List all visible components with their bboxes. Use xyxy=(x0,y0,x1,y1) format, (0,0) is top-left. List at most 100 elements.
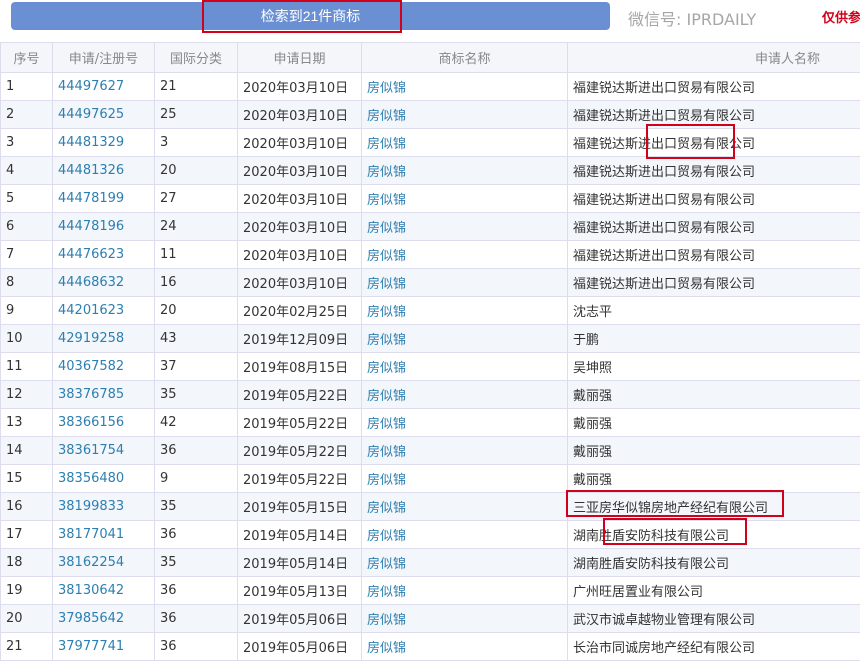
registration-number[interactable]: 40367582 xyxy=(53,353,155,381)
trademark-name[interactable]: 房似锦 xyxy=(362,409,568,437)
trademark-name[interactable]: 房似锦 xyxy=(362,269,568,297)
row-index: 5 xyxy=(1,185,53,213)
row-index: 16 xyxy=(1,493,53,521)
application-date: 2019年05月13日 xyxy=(238,577,362,605)
trademark-name[interactable]: 房似锦 xyxy=(362,577,568,605)
applicant-name: 福建锐达斯进出口贸易有限公司 xyxy=(568,101,860,129)
trademark-name[interactable]: 房似锦 xyxy=(362,633,568,661)
registration-number[interactable]: 38162254 xyxy=(53,549,155,577)
applicant-name: 福建锐达斯进出口贸易有限公司 xyxy=(568,157,860,185)
class: 42 xyxy=(155,409,238,437)
application-date: 2019年08月15日 xyxy=(238,353,362,381)
class: 20 xyxy=(155,157,238,185)
registration-number[interactable]: 38199833 xyxy=(53,493,155,521)
registration-number[interactable]: 38356480 xyxy=(53,465,155,493)
row-index: 2 xyxy=(1,101,53,129)
application-date: 2020年03月10日 xyxy=(238,101,362,129)
application-date: 2019年05月06日 xyxy=(238,633,362,661)
trademark-name[interactable]: 房似锦 xyxy=(362,437,568,465)
class: 9 xyxy=(155,465,238,493)
row-index: 19 xyxy=(1,577,53,605)
trademark-name[interactable]: 房似锦 xyxy=(362,297,568,325)
registration-number[interactable]: 44481329 xyxy=(53,129,155,157)
registration-number[interactable]: 44478196 xyxy=(53,213,155,241)
row-index: 18 xyxy=(1,549,53,577)
registration-number[interactable]: 44201623 xyxy=(53,297,155,325)
class: 36 xyxy=(155,437,238,465)
trademark-name[interactable]: 房似锦 xyxy=(362,185,568,213)
application-date: 2019年05月14日 xyxy=(238,521,362,549)
column-header: 申请日期 xyxy=(238,43,362,73)
class: 43 xyxy=(155,325,238,353)
registration-number[interactable]: 44476623 xyxy=(53,241,155,269)
applicant-name: 福建锐达斯进出口贸易有限公司 xyxy=(568,185,860,213)
registration-number[interactable]: 42919258 xyxy=(53,325,155,353)
applicant-name: 戴丽强 xyxy=(568,465,860,493)
row-index: 3 xyxy=(1,129,53,157)
trademark-name[interactable]: 房似锦 xyxy=(362,325,568,353)
column-header: 申请人名称 xyxy=(568,43,860,73)
applicant-name: 福建锐达斯进出口贸易有限公司 xyxy=(568,269,860,297)
row-index: 8 xyxy=(1,269,53,297)
applicant-name: 福建锐达斯进出口贸易有限公司 xyxy=(568,213,860,241)
search-result-button[interactable]: 检索到21件商标 xyxy=(11,2,610,30)
class: 36 xyxy=(155,577,238,605)
registration-number[interactable]: 44468632 xyxy=(53,269,155,297)
applicant-name: 福建锐达斯进出口贸易有限公司 xyxy=(568,241,860,269)
trademark-name[interactable]: 房似锦 xyxy=(362,157,568,185)
table-header: 序号申请/注册号国际分类申请日期商标名称申请人名称 xyxy=(1,43,860,73)
row-index: 7 xyxy=(1,241,53,269)
class: 35 xyxy=(155,549,238,577)
trademark-name[interactable]: 房似锦 xyxy=(362,129,568,157)
application-date: 2020年03月10日 xyxy=(238,73,362,101)
applicant-name: 湖南胜盾安防科技有限公司 xyxy=(568,549,860,577)
applicant-name: 福建锐达斯进出口贸易有限公司 xyxy=(568,129,860,157)
class: 35 xyxy=(155,493,238,521)
registration-number[interactable]: 44497625 xyxy=(53,101,155,129)
row-index: 9 xyxy=(1,297,53,325)
trademark-name[interactable]: 房似锦 xyxy=(362,549,568,577)
registration-number[interactable]: 44478199 xyxy=(53,185,155,213)
class: 35 xyxy=(155,381,238,409)
registration-number[interactable]: 38376785 xyxy=(53,381,155,409)
trademark-name[interactable]: 房似锦 xyxy=(362,605,568,633)
row-index: 14 xyxy=(1,437,53,465)
registration-number[interactable]: 38177041 xyxy=(53,521,155,549)
class: 11 xyxy=(155,241,238,269)
trademark-name[interactable]: 房似锦 xyxy=(362,241,568,269)
trademark-name[interactable]: 房似锦 xyxy=(362,353,568,381)
applicant-name: 长治市同诚房地产经纪有限公司 xyxy=(568,633,860,661)
trademark-name[interactable]: 房似锦 xyxy=(362,213,568,241)
application-date: 2019年05月15日 xyxy=(238,493,362,521)
class: 20 xyxy=(155,297,238,325)
registration-number[interactable]: 37977741 xyxy=(53,633,155,661)
application-date: 2019年05月22日 xyxy=(238,437,362,465)
trademark-name[interactable]: 房似锦 xyxy=(362,465,568,493)
registration-number[interactable]: 38130642 xyxy=(53,577,155,605)
trademark-name[interactable]: 房似锦 xyxy=(362,521,568,549)
class: 36 xyxy=(155,521,238,549)
trademark-name[interactable]: 房似锦 xyxy=(362,101,568,129)
registration-number[interactable]: 37985642 xyxy=(53,605,155,633)
registration-number[interactable]: 38366156 xyxy=(53,409,155,437)
trademark-name[interactable]: 房似锦 xyxy=(362,493,568,521)
trademark-name[interactable]: 房似锦 xyxy=(362,73,568,101)
applicant-name: 沈志平 xyxy=(568,297,860,325)
row-index: 6 xyxy=(1,213,53,241)
registration-number[interactable]: 44481326 xyxy=(53,157,155,185)
registration-number[interactable]: 44497627 xyxy=(53,73,155,101)
column-header: 序号 xyxy=(1,43,53,73)
registration-number[interactable]: 38361754 xyxy=(53,437,155,465)
trademark-name[interactable]: 房似锦 xyxy=(362,381,568,409)
